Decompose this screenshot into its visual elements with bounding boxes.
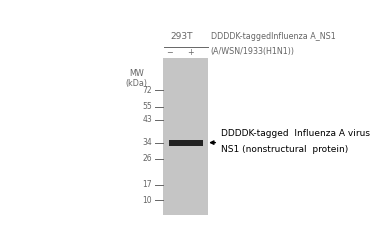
Text: DDDDK-tagged  Influenza A virus: DDDDK-tagged Influenza A virus bbox=[221, 129, 370, 138]
Text: NS1 (nonstructural  protein): NS1 (nonstructural protein) bbox=[221, 146, 348, 154]
Text: 34: 34 bbox=[142, 138, 152, 147]
Text: MW
(kDa): MW (kDa) bbox=[125, 68, 147, 88]
Text: 293T: 293T bbox=[171, 32, 193, 40]
Text: DDDDK-taggedInfluenza A_NS1: DDDDK-taggedInfluenza A_NS1 bbox=[211, 32, 335, 40]
Text: +: + bbox=[187, 48, 194, 57]
Text: (A/WSN/1933(H1N1)): (A/WSN/1933(H1N1)) bbox=[211, 47, 295, 56]
Bar bbox=[169, 140, 203, 145]
Text: 72: 72 bbox=[142, 86, 152, 94]
Text: 17: 17 bbox=[142, 180, 152, 190]
Text: 55: 55 bbox=[142, 102, 152, 111]
Text: 10: 10 bbox=[142, 196, 152, 205]
Text: 43: 43 bbox=[142, 115, 152, 124]
Text: −: − bbox=[166, 48, 173, 57]
Bar bbox=[163, 58, 208, 215]
Text: 26: 26 bbox=[142, 154, 152, 164]
